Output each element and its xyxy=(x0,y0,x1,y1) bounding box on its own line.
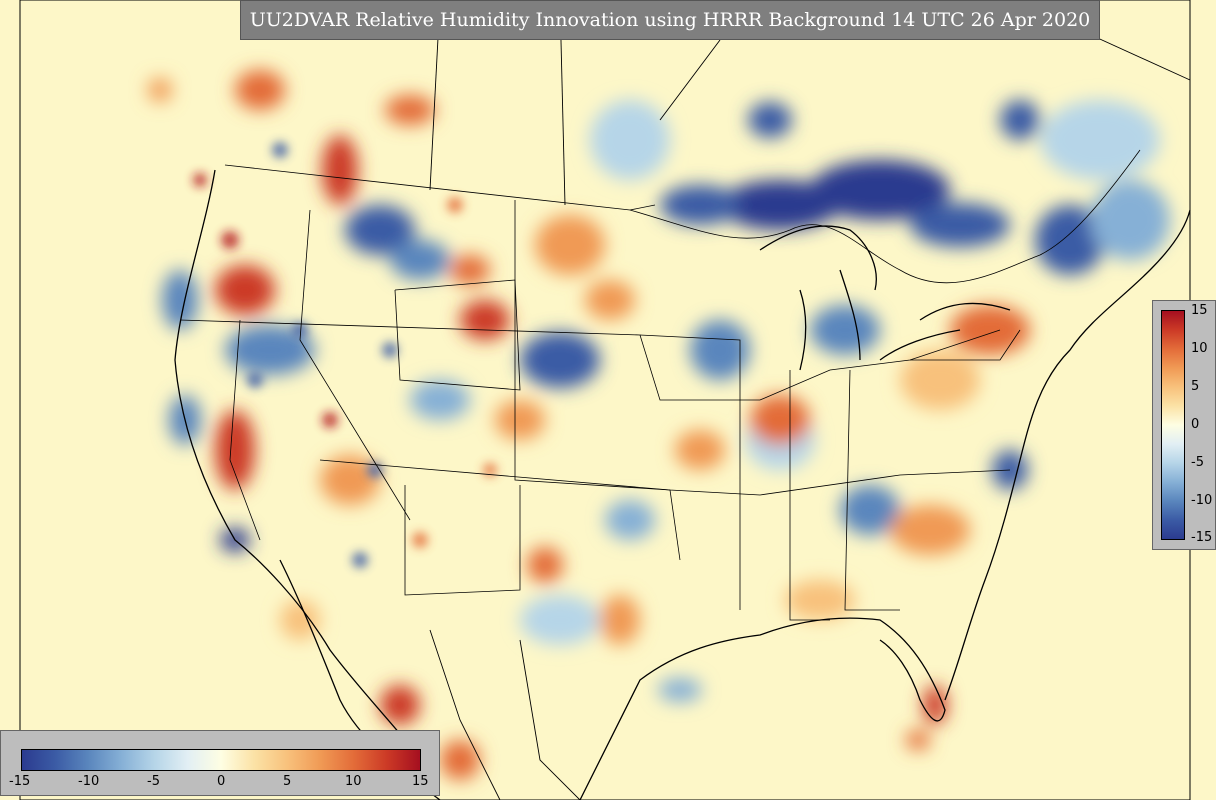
vcbar-tick: 15 xyxy=(1191,303,1208,318)
innovation-field xyxy=(148,70,1170,780)
hcbar-tick: 15 xyxy=(412,774,429,789)
terrain-speckle xyxy=(193,142,497,568)
vcbar-tick: -15 xyxy=(1191,530,1213,545)
hcbar-tick: -5 xyxy=(147,774,160,789)
coastlines xyxy=(174,169,1191,800)
hcbar-tick: 10 xyxy=(345,774,362,789)
colorbar-horizontal: -15 -10 -5 0 5 10 15 xyxy=(0,730,440,796)
hcbar-tick: -15 xyxy=(9,774,31,789)
hcbar-tick: 5 xyxy=(283,774,292,789)
map-title: UU2DVAR Relative Humidity Innovation usi… xyxy=(240,0,1100,40)
hcbar-tick: -10 xyxy=(78,774,100,789)
vcbar-tick: 5 xyxy=(1191,379,1200,394)
colorbar-horizontal-gradient xyxy=(21,749,421,771)
hcbar-tick: 0 xyxy=(217,774,226,789)
vcbar-tick: 0 xyxy=(1191,417,1200,432)
state-boundaries xyxy=(179,149,1141,621)
colorbar-vertical: 15 10 5 0 -5 -10 -15 xyxy=(1152,300,1216,550)
colorbar-vertical-gradient xyxy=(1161,310,1185,540)
vcbar-tick: -5 xyxy=(1191,455,1204,470)
vcbar-tick: 10 xyxy=(1191,341,1208,356)
vcbar-tick: -10 xyxy=(1191,493,1213,508)
border-lines xyxy=(429,0,1191,800)
